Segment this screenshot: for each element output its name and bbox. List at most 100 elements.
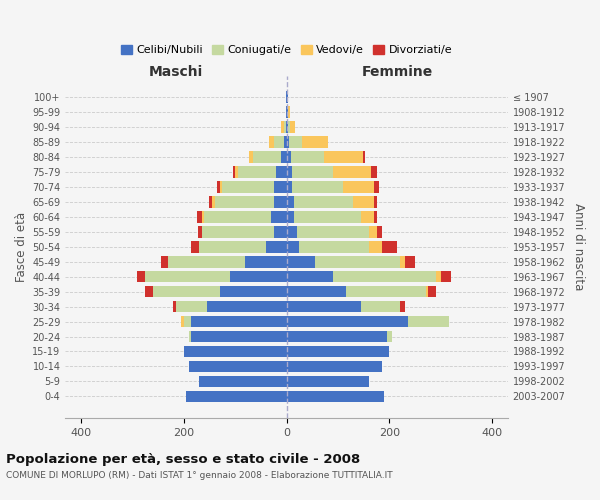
Bar xyxy=(290,121,295,133)
Bar xyxy=(405,256,415,268)
Bar xyxy=(209,196,212,207)
Bar xyxy=(287,316,407,328)
Bar xyxy=(233,166,235,177)
Bar xyxy=(181,316,184,328)
Bar xyxy=(363,151,365,162)
Bar xyxy=(274,226,287,237)
Bar xyxy=(245,256,287,268)
Bar xyxy=(235,166,238,177)
Bar xyxy=(277,166,287,177)
Bar xyxy=(287,211,295,222)
Bar xyxy=(230,271,287,282)
Bar xyxy=(287,106,290,118)
Bar xyxy=(191,330,287,342)
Bar xyxy=(161,256,168,268)
Bar xyxy=(287,286,346,298)
Bar xyxy=(145,271,230,282)
Bar xyxy=(287,136,289,148)
Bar xyxy=(287,166,292,177)
Bar xyxy=(184,346,287,358)
Bar xyxy=(186,390,287,402)
Bar xyxy=(400,300,405,312)
Bar xyxy=(287,196,295,207)
Y-axis label: Fasce di età: Fasce di età xyxy=(15,212,28,282)
Bar xyxy=(361,300,400,312)
Bar xyxy=(238,166,277,177)
Bar xyxy=(369,241,382,252)
Bar xyxy=(199,241,266,252)
Bar xyxy=(353,196,374,207)
Bar xyxy=(223,181,274,192)
Bar xyxy=(346,286,425,298)
Bar xyxy=(217,181,220,192)
Bar xyxy=(199,376,287,388)
Bar xyxy=(400,256,405,268)
Bar xyxy=(287,376,369,388)
Bar xyxy=(407,316,449,328)
Bar xyxy=(333,166,371,177)
Bar xyxy=(292,181,343,192)
Bar xyxy=(215,196,274,207)
Bar xyxy=(292,166,333,177)
Text: Popolazione per età, sesso e stato civile - 2008: Popolazione per età, sesso e stato civil… xyxy=(6,452,360,466)
Bar xyxy=(153,286,220,298)
Bar xyxy=(271,211,287,222)
Bar xyxy=(191,241,199,252)
Bar xyxy=(281,151,287,162)
Bar xyxy=(287,226,297,237)
Bar xyxy=(287,256,315,268)
Bar xyxy=(205,211,271,222)
Bar xyxy=(387,330,392,342)
Bar xyxy=(436,271,441,282)
Bar xyxy=(299,241,369,252)
Bar xyxy=(274,136,284,148)
Bar xyxy=(374,211,377,222)
Bar xyxy=(287,360,382,372)
Bar xyxy=(374,181,379,192)
Text: COMUNE DI MORLUPO (RM) - Dati ISTAT 1° gennaio 2008 - Elaborazione TUTTITALIA.IT: COMUNE DI MORLUPO (RM) - Dati ISTAT 1° g… xyxy=(6,470,392,480)
Bar xyxy=(287,346,389,358)
Bar xyxy=(202,226,274,237)
Bar xyxy=(287,330,387,342)
Legend: Celibi/Nubili, Coniugati/e, Vedovi/e, Divorziati/e: Celibi/Nubili, Coniugati/e, Vedovi/e, Di… xyxy=(116,40,457,60)
Bar xyxy=(333,271,436,282)
Bar xyxy=(287,181,292,192)
Bar xyxy=(281,121,284,133)
Bar xyxy=(297,226,369,237)
Bar xyxy=(291,151,324,162)
Bar xyxy=(374,196,377,207)
Bar xyxy=(369,226,377,237)
Bar xyxy=(361,211,374,222)
Bar xyxy=(286,121,287,133)
Bar xyxy=(382,241,397,252)
Bar xyxy=(441,271,451,282)
Bar xyxy=(286,106,287,118)
Bar xyxy=(295,196,353,207)
Bar xyxy=(284,121,286,133)
Bar xyxy=(287,271,333,282)
Bar xyxy=(173,300,176,312)
Bar xyxy=(266,241,287,252)
Bar xyxy=(253,151,281,162)
Bar xyxy=(197,226,202,237)
Bar xyxy=(249,151,253,162)
Bar xyxy=(286,91,287,103)
Bar xyxy=(202,211,205,222)
Bar xyxy=(377,226,382,237)
Text: Femmine: Femmine xyxy=(362,65,433,79)
Bar xyxy=(287,241,299,252)
Bar xyxy=(207,300,287,312)
Bar xyxy=(428,286,436,298)
Bar xyxy=(315,256,400,268)
Bar xyxy=(287,300,361,312)
Bar xyxy=(191,316,287,328)
Bar xyxy=(197,211,202,222)
Bar xyxy=(137,271,145,282)
Bar xyxy=(425,286,428,298)
Bar xyxy=(287,390,385,402)
Bar xyxy=(189,330,191,342)
Y-axis label: Anni di nascita: Anni di nascita xyxy=(572,203,585,290)
Bar xyxy=(295,211,361,222)
Bar xyxy=(269,136,274,148)
Bar xyxy=(324,151,363,162)
